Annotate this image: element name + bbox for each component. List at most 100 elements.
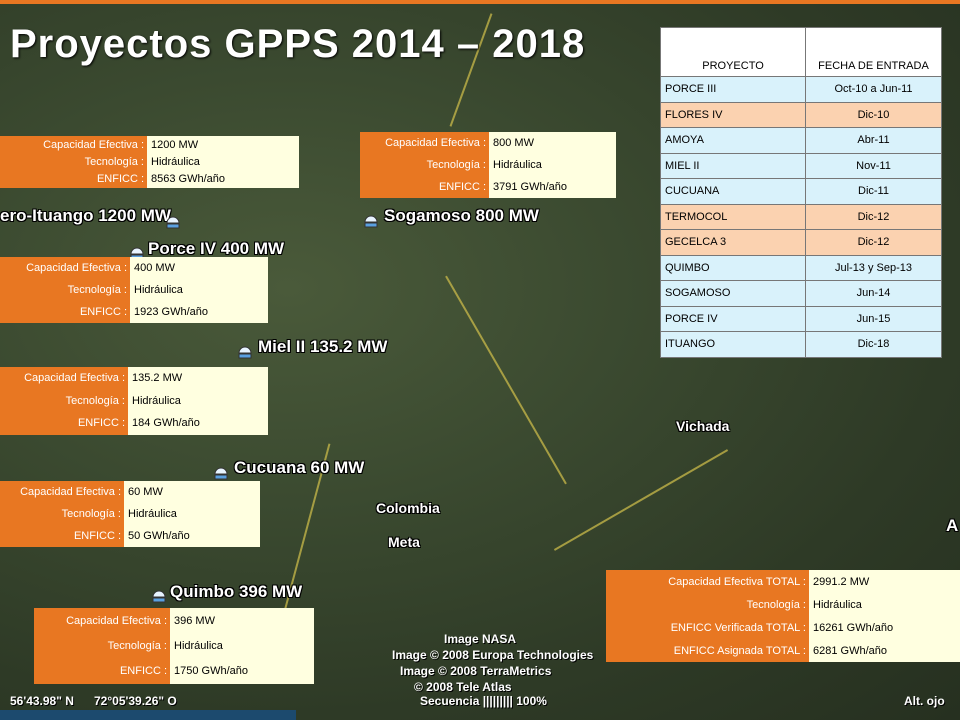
technology-value: Hidráulica bbox=[489, 154, 616, 176]
column-header-project: PROYECTO bbox=[660, 27, 806, 77]
dam-icon[interactable] bbox=[362, 212, 380, 230]
info-box-cucuana: Capacidad Efectiva : 60 MW Tecnología : … bbox=[0, 481, 260, 547]
table-row: FLORES IV Dic-10 bbox=[660, 101, 942, 128]
capacity-value: 1200 MW bbox=[147, 136, 299, 154]
info-box-ituango: Capacidad Efectiva : 1200 MW Tecnología … bbox=[0, 136, 299, 188]
schedule-table: PROYECTO FECHA DE ENTRADA PORCE III Oct-1… bbox=[660, 27, 942, 358]
table-row: QUIMBO Jul-13 y Sep-13 bbox=[660, 254, 942, 281]
imagery-credit: Image NASA bbox=[444, 632, 517, 646]
project-name: MIEL II bbox=[660, 152, 806, 179]
map-label-sogamoso: Sogamoso 800 MW bbox=[384, 206, 539, 225]
capacity-label: Capacidad Efectiva : bbox=[0, 257, 130, 279]
capacity-value: 400 MW bbox=[130, 257, 268, 279]
project-name: GECELCA 3 bbox=[660, 229, 806, 256]
enficc-assigned-value: 6281 GWh/año bbox=[809, 639, 960, 662]
map-label-miel: Miel II 135.2 MW bbox=[258, 337, 388, 356]
technology-value: Hidráulica bbox=[128, 389, 268, 413]
technology-value: Hidráulica bbox=[124, 503, 260, 525]
entry-date: Jul-13 y Sep-13 bbox=[805, 254, 942, 281]
enficc-assigned-label: ENFICC Asignada TOTAL : bbox=[606, 639, 809, 662]
technology-value: Hidráulica bbox=[130, 279, 268, 301]
page-title: Proyectos GPPS 2014 – 2018 bbox=[10, 22, 586, 66]
entry-date: Dic-10 bbox=[805, 101, 942, 128]
enficc-label: ENFICC : bbox=[360, 176, 489, 198]
table-row: CUCUANA Dic-11 bbox=[660, 178, 942, 205]
technology-label: Tecnología : bbox=[0, 153, 147, 171]
map-label-quimbo: Quimbo 396 MW bbox=[170, 582, 303, 601]
table-row: SOGAMOSO Jun-14 bbox=[660, 280, 942, 307]
map-label-colombia: Colombia bbox=[376, 500, 440, 516]
project-name: CUCUANA bbox=[660, 178, 806, 205]
map-label-meta: Meta bbox=[388, 534, 420, 550]
column-header-date: FECHA DE ENTRADA bbox=[805, 27, 942, 77]
technology-label: Tecnología : bbox=[360, 154, 489, 176]
entry-date: Dic-12 bbox=[805, 203, 942, 230]
top-accent-bar bbox=[0, 0, 960, 4]
latitude-readout: 56'43.98" N bbox=[10, 694, 74, 708]
total-technology-label: Tecnología : bbox=[606, 593, 809, 616]
dam-icon[interactable] bbox=[150, 587, 168, 605]
capacity-value: 396 MW bbox=[170, 608, 314, 634]
longitude-readout: 72°05'39.26" O bbox=[94, 694, 177, 708]
capacity-value: 60 MW bbox=[124, 481, 260, 503]
project-name: PORCE III bbox=[660, 76, 806, 103]
capacity-label: Capacidad Efectiva : bbox=[360, 132, 489, 154]
technology-label: Tecnología : bbox=[0, 279, 130, 301]
entry-date: Abr-11 bbox=[805, 127, 942, 154]
technology-value: Hidráulica bbox=[147, 153, 299, 171]
total-capacity-value: 2991.2 MW bbox=[809, 570, 960, 593]
technology-label: Tecnología : bbox=[0, 503, 124, 525]
dam-icon[interactable] bbox=[164, 213, 182, 231]
table-row: MIEL II Nov-11 bbox=[660, 152, 942, 179]
entry-date: Dic-18 bbox=[805, 331, 942, 358]
enficc-label: ENFICC : bbox=[0, 301, 130, 323]
enficc-value: 8563 GWh/año bbox=[147, 170, 299, 188]
table-row: AMOYA Abr-11 bbox=[660, 127, 942, 154]
capacity-label: Capacidad Efectiva : bbox=[34, 608, 170, 634]
entry-date: Oct-10 a Jun-11 bbox=[805, 76, 942, 103]
table-row: TERMOCOL Dic-12 bbox=[660, 203, 942, 230]
stream-status: Secuencia ||||||||| 100% bbox=[420, 694, 547, 708]
entry-date: Dic-12 bbox=[805, 229, 942, 256]
capacity-label: Capacidad Efectiva : bbox=[0, 481, 124, 503]
capacity-label: Capacidad Efectiva : bbox=[0, 367, 128, 390]
project-name: SOGAMOSO bbox=[660, 280, 806, 307]
capacity-value: 800 MW bbox=[489, 132, 616, 154]
info-box-total: Capacidad Efectiva TOTAL : 2991.2 MW Tec… bbox=[606, 570, 960, 662]
imagery-credit: Image © 2008 TerraMetrics bbox=[400, 664, 552, 678]
map-label-cucuana: Cucuana 60 MW bbox=[234, 458, 365, 477]
dam-icon[interactable] bbox=[236, 343, 254, 361]
enficc-value: 1750 GWh/año bbox=[170, 658, 314, 684]
enficc-value: 1923 GWh/año bbox=[130, 301, 268, 323]
enficc-verified-value: 16261 GWh/año bbox=[809, 616, 960, 639]
technology-label: Tecnología : bbox=[34, 633, 170, 659]
dam-icon[interactable] bbox=[212, 464, 230, 482]
technology-label: Tecnología : bbox=[0, 389, 128, 413]
project-name: ITUANGO bbox=[660, 331, 806, 358]
info-box-quimbo: Capacidad Efectiva : 396 MW Tecnología :… bbox=[34, 608, 314, 684]
enficc-label: ENFICC : bbox=[0, 170, 147, 188]
technology-value: Hidráulica bbox=[170, 633, 314, 659]
project-name: AMOYA bbox=[660, 127, 806, 154]
enficc-verified-label: ENFICC Verificada TOTAL : bbox=[606, 616, 809, 639]
imagery-credit: Image © 2008 Europa Technologies bbox=[392, 648, 594, 662]
bottom-strip bbox=[0, 710, 296, 720]
total-capacity-label: Capacidad Efectiva TOTAL : bbox=[606, 570, 809, 593]
capacity-value: 135.2 MW bbox=[128, 367, 268, 390]
project-name: QUIMBO bbox=[660, 254, 806, 281]
enficc-value: 3791 GWh/año bbox=[489, 176, 616, 198]
info-box-porce-iv: Capacidad Efectiva : 400 MW Tecnología :… bbox=[0, 257, 268, 323]
entry-date: Dic-11 bbox=[805, 178, 942, 205]
enficc-value: 184 GWh/año bbox=[128, 412, 268, 435]
imagery-credit: © 2008 Tele Atlas bbox=[414, 680, 512, 694]
river-line bbox=[445, 275, 567, 485]
project-name: TERMOCOL bbox=[660, 203, 806, 230]
table-row: PORCE III Oct-10 a Jun-11 bbox=[660, 76, 942, 103]
eye-altitude: Alt. ojo bbox=[904, 694, 945, 708]
capacity-label: Capacidad Efectiva : bbox=[0, 136, 147, 154]
entry-date: Jun-14 bbox=[805, 280, 942, 307]
enficc-label: ENFICC : bbox=[34, 658, 170, 684]
table-row: GECELCA 3 Dic-12 bbox=[660, 229, 942, 256]
map-label-edge: A bbox=[946, 516, 959, 535]
